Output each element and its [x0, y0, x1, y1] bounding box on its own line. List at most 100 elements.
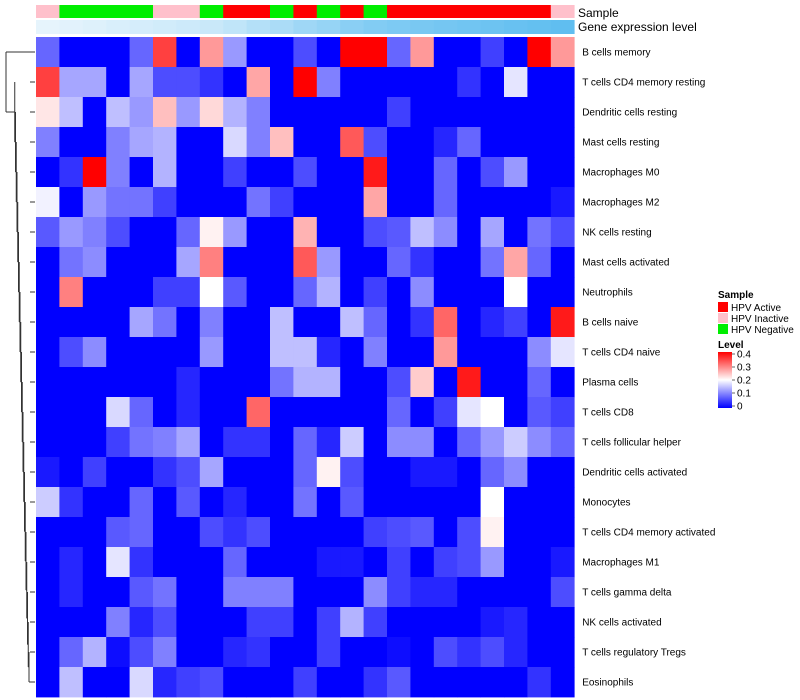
- heatmap-cell: [527, 37, 552, 68]
- heatmap-cell: [340, 307, 364, 338]
- heatmap-cell: [433, 157, 458, 188]
- heatmap-cell: [480, 67, 505, 98]
- heatmap-cell: [550, 217, 575, 248]
- heatmap-cell: [82, 37, 107, 68]
- heatmap-cell: [129, 157, 154, 188]
- heatmap-cell: [246, 127, 271, 158]
- heatmap-cell: [82, 607, 107, 638]
- heatmap-cell: [129, 517, 154, 548]
- heatmap-cell: [106, 607, 130, 638]
- heatmap-cell: [293, 397, 318, 428]
- heatmap-cell: [410, 487, 435, 518]
- heatmap-cell: [504, 37, 528, 68]
- sample-annotation-cell: [82, 5, 107, 18]
- row-labels: B cells memory T cells CD4 memory resting…: [582, 48, 715, 689]
- heatmap-cell: [550, 637, 575, 668]
- heatmap-cell: [480, 367, 505, 398]
- heatmap-cell: [457, 277, 481, 308]
- heatmap-cell: [129, 337, 154, 368]
- heatmap-cell: [387, 637, 411, 668]
- heatmap-cell: [59, 67, 84, 98]
- heatmap-cell: [363, 97, 388, 128]
- sample-annotation-cell: [550, 5, 575, 18]
- heatmap-cell: [223, 247, 247, 278]
- gene-annotation-cell: [387, 20, 411, 34]
- heatmap-cell: [293, 187, 318, 218]
- heatmap-cell: [457, 427, 481, 458]
- heatmap-cell: [410, 67, 435, 98]
- heatmap-cell: [270, 37, 294, 68]
- row-label: Plasma cells: [582, 378, 638, 389]
- heatmap-cell: [433, 277, 458, 308]
- heatmap-cell: [129, 367, 154, 398]
- heatmap-cell: [176, 97, 201, 128]
- heatmap-cell: [223, 337, 247, 368]
- heatmap-cell: [293, 547, 318, 578]
- heatmap-cell: [246, 217, 271, 248]
- heatmap-cell: [410, 367, 435, 398]
- heatmap-cell: [316, 277, 341, 308]
- heatmap-cell: [550, 277, 575, 308]
- heatmap-cell: [387, 577, 411, 608]
- gene-annotation-cell: [129, 20, 154, 34]
- heatmap-cell: [527, 667, 552, 698]
- heatmap-cell: [246, 337, 271, 368]
- heatmap-cell: [340, 247, 364, 278]
- heatmap-cell: [82, 487, 107, 518]
- heatmap-cell: [340, 457, 364, 488]
- row-label: Macrophages M0: [582, 168, 660, 179]
- heatmap-cell: [504, 277, 528, 308]
- heatmap-cell: [59, 577, 84, 608]
- heatmap-cell: [340, 667, 364, 698]
- heatmap-cell: [410, 277, 435, 308]
- heatmap-cell: [316, 67, 341, 98]
- heatmap-cell: [410, 397, 435, 428]
- heatmap-cell: [363, 487, 388, 518]
- heatmap-cell: [246, 667, 271, 698]
- heatmap-cell: [410, 187, 435, 218]
- heatmap-cell: [246, 487, 271, 518]
- heatmap-cell: [153, 217, 177, 248]
- heatmap-cell: [82, 367, 107, 398]
- heatmap-cell: [527, 487, 552, 518]
- heatmap-cell: [363, 67, 388, 98]
- heatmap-cell: [527, 517, 552, 548]
- heatmap-cell: [199, 547, 224, 578]
- heatmap-cell: [527, 247, 552, 278]
- heatmap-cell: [129, 577, 154, 608]
- heatmap-cell: [82, 547, 107, 578]
- heatmap-cell: [199, 427, 224, 458]
- heatmap-cell: [59, 667, 84, 698]
- heatmap-cell: [270, 487, 294, 518]
- heatmap-cell: [550, 307, 575, 338]
- heatmap-cell: [59, 487, 84, 518]
- heatmap-cell: [504, 157, 528, 188]
- heatmap-cell: [59, 247, 84, 278]
- heatmap-cell: [176, 307, 201, 338]
- heatmap-cell: [59, 37, 84, 68]
- heatmap-cell: [223, 157, 247, 188]
- heatmap-cell: [246, 307, 271, 338]
- heatmap-cell: [82, 637, 107, 668]
- heatmap-cell: [457, 547, 481, 578]
- heatmap-cell: [270, 127, 294, 158]
- heatmap-cell: [340, 547, 364, 578]
- heatmap-cell: [527, 187, 552, 218]
- heatmap-cell: [504, 637, 528, 668]
- row-label: Mast cells activated: [582, 258, 669, 269]
- heatmap-cell: [504, 607, 528, 638]
- heatmap-cell: [129, 37, 154, 68]
- heatmap-cell: [153, 157, 177, 188]
- heatmap-cell: [550, 367, 575, 398]
- heatmap-cell: [387, 307, 411, 338]
- heatmap-cell: [387, 457, 411, 488]
- heatmap-cell: [106, 307, 130, 338]
- heatmap-cell: [106, 187, 130, 218]
- heatmap-cell: [199, 37, 224, 68]
- heatmap-cell: [59, 547, 84, 578]
- heatmap-cell: [176, 367, 201, 398]
- gene-annotation-cell: [106, 20, 130, 34]
- heatmap-cell: [176, 127, 201, 158]
- heatmap-cell: [387, 157, 411, 188]
